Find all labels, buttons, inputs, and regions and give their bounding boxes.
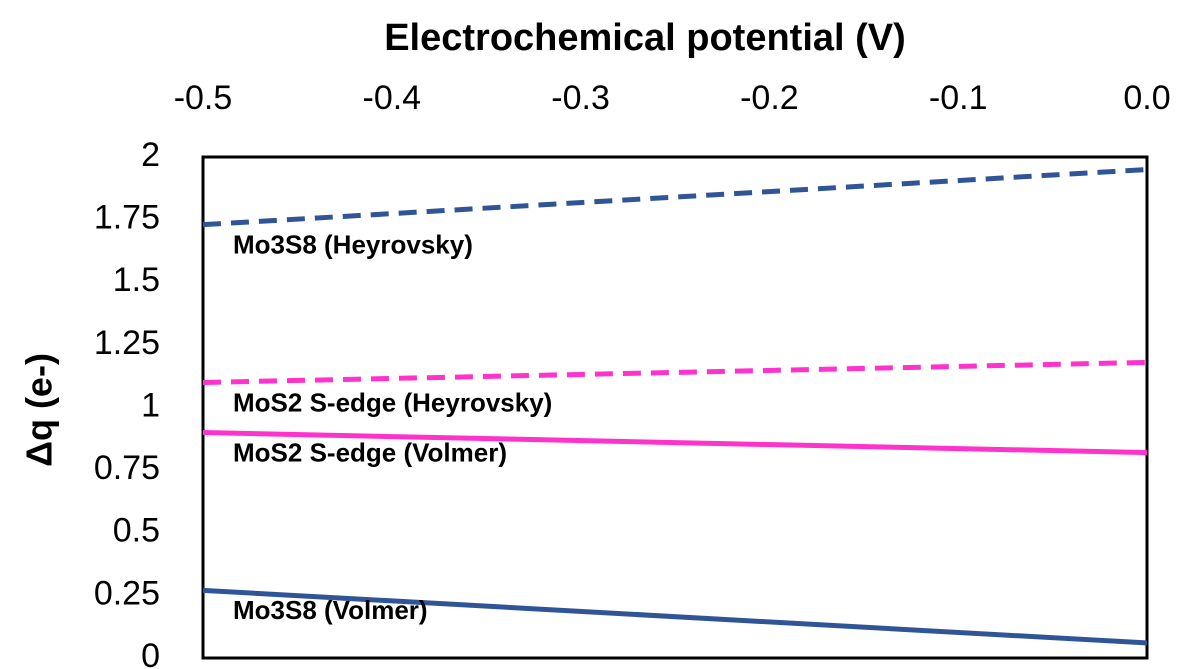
- series-line: [202, 167, 1148, 228]
- y-tick-label: 0.25: [94, 574, 160, 612]
- series-label: MoS2 S-edge (Heyrovsky): [233, 387, 552, 417]
- y-tick-label: 1.25: [94, 324, 160, 362]
- y-tick-label: 0.75: [94, 449, 160, 487]
- y-tick-label: 1.75: [94, 199, 160, 237]
- x-tick-label: 0.0: [1123, 79, 1170, 117]
- x-tick-label: -0.5: [174, 79, 233, 117]
- x-tick-label: -0.2: [740, 79, 799, 117]
- series-label: Mo3S8 (Volmer): [233, 595, 428, 625]
- y-tick-label: 1.5: [113, 261, 160, 299]
- series-line: [202, 587, 1148, 646]
- x-tick-label: -0.3: [551, 79, 610, 117]
- plot-border: [201, 155, 1149, 660]
- y-tick-label: 0: [141, 637, 160, 669]
- series-label: Mo3S8 (Heyrovsky): [233, 230, 473, 260]
- chart-title: Electrochemical potential (V): [384, 17, 906, 59]
- y-tick-label: 2: [141, 136, 160, 174]
- y-tick-label: 1: [141, 386, 160, 424]
- y-axis-label: Δq (e-): [19, 353, 60, 467]
- y-tick-label: 0.5: [113, 512, 160, 550]
- series-line: [202, 359, 1148, 385]
- series-label: MoS2 S-edge (Volmer): [233, 437, 507, 467]
- x-tick-label: -0.4: [363, 79, 422, 117]
- x-tick-label: -0.1: [929, 79, 988, 117]
- series-line: [202, 430, 1148, 456]
